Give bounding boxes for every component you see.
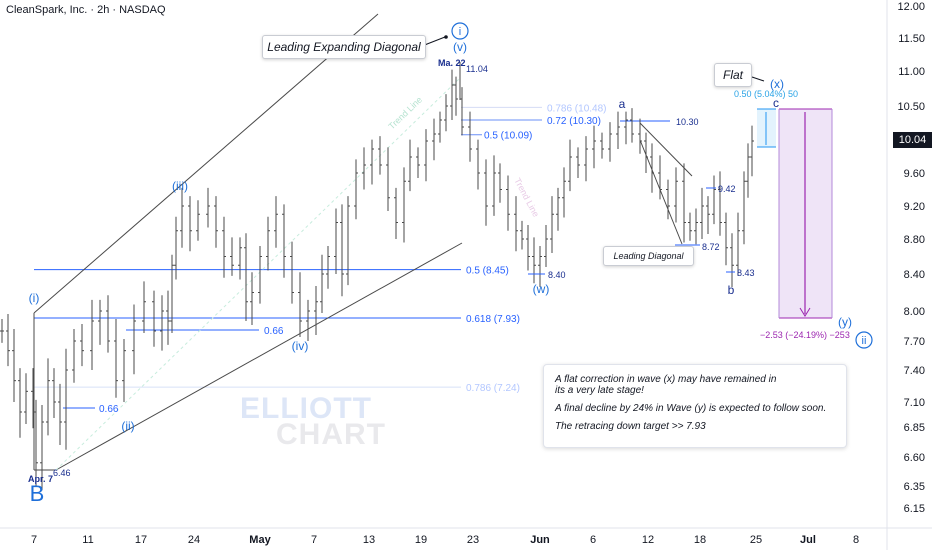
price-label-1030: 10.30 — [676, 117, 699, 127]
note-line-1: A flat correction in wave (x) may have r… — [555, 374, 777, 385]
price-tick-label: 8.40 — [904, 269, 925, 281]
price-tick-label: 9.60 — [904, 168, 925, 180]
price-label-843: 8.43 — [737, 268, 755, 278]
wave-ii-circled-label: ii — [862, 335, 867, 347]
date-label-ma22: Ma. 22 — [438, 58, 466, 68]
fib-label: 0.5 (10.09) — [484, 131, 532, 142]
date-label-apr7: Apr. 7 — [28, 474, 53, 484]
time-tick-label: 18 — [694, 534, 706, 546]
time-tick-label: May — [249, 534, 271, 546]
watermark-chart: CHART — [276, 418, 386, 451]
time-tick-label: 7 — [311, 534, 317, 546]
price-tick-label: 9.20 — [904, 201, 925, 213]
time-tick-label: Jul — [800, 534, 816, 546]
analysis-note[interactable]: A flat correction in wave (x) may have r… — [543, 364, 847, 448]
price-label-840: 8.40 — [548, 270, 566, 280]
time-tick-label: 7 — [31, 534, 37, 546]
price-tick-label: 8.00 — [904, 306, 925, 318]
measure-down-label: −2.53 (−24.19%) −253 — [760, 330, 850, 340]
callout-expanding-diagonal[interactable]: Leading Expanding Diagonal — [262, 35, 426, 59]
current-price-tag: 10.04 — [893, 132, 932, 148]
wave-a-label: a — [619, 97, 626, 111]
price-tick-label: 11.50 — [898, 33, 925, 45]
time-tick-label: 25 — [750, 534, 762, 546]
callout-flat[interactable]: Flat — [714, 63, 752, 87]
price-tick-label: 6.35 — [904, 481, 925, 493]
flat-pointer — [751, 76, 765, 82]
fib-label: 0.786 (10.48) — [547, 103, 607, 114]
wave-v-label: (v) — [453, 40, 467, 54]
channel-lower-line — [55, 242, 463, 471]
price-tick-label: 7.10 — [904, 397, 925, 409]
price-label-646: 6.46 — [53, 468, 71, 478]
fib-label: 0.618 (7.93) — [466, 314, 520, 325]
fib-label: 0.5 (8.45) — [466, 266, 509, 277]
price-label-872: 8.72 — [702, 242, 720, 252]
trend-line — [55, 77, 461, 471]
callout-flat-text: Flat — [722, 68, 743, 82]
measure-arrowhead — [799, 307, 811, 317]
leading-diagonal-upper — [639, 122, 693, 177]
wave-b-small-label: b — [728, 283, 735, 297]
note-line-4: The retracing down target >> 7.93 — [555, 421, 706, 432]
time-tick-label: 17 — [135, 534, 147, 546]
note-line-3: A final decline by 24% in Wave (y) is ex… — [555, 403, 827, 414]
price-tick-label: 6.85 — [904, 422, 925, 434]
wave-ii-circle — [855, 331, 873, 349]
price-tick-label: 12.00 — [897, 1, 925, 13]
callout-expanding-diagonal-text: Leading Expanding Diagonal — [267, 40, 421, 54]
time-tick-label: 6 — [590, 534, 596, 546]
note-line-2: its a very late stage! — [555, 385, 644, 396]
price-label-ii-066: 0.66 — [99, 404, 119, 415]
wave-ii-small-label: (ii) — [121, 419, 134, 433]
time-tick-label: Jun — [530, 534, 550, 546]
wave-x-label: (x) — [770, 77, 784, 91]
price-tick-label: 6.60 — [904, 452, 925, 464]
price-tick-label: 7.70 — [904, 336, 925, 348]
callout-leading-diagonal[interactable]: Leading Diagonal — [603, 246, 694, 266]
price-tick-label: 11.00 — [898, 66, 925, 78]
wave-iii-label: (iii) — [172, 179, 188, 193]
price-tick-label: 10.50 — [897, 101, 925, 113]
wave-i-small-label: (i) — [29, 291, 40, 305]
time-tick-label: 11 — [82, 534, 93, 546]
measure-up-label: 0.50 (5.04%) 50 — [734, 89, 798, 99]
candlesticks — [0, 69, 754, 491]
time-tick-label: 8 — [853, 534, 859, 546]
price-label-iv-066: 0.66 — [264, 326, 284, 337]
price-tick-label: 6.15 — [904, 503, 925, 515]
channel-upper-line — [33, 13, 379, 314]
time-tick-label: 23 — [467, 534, 479, 546]
wave-c-label: c — [773, 96, 779, 110]
wave-iv-label: (iv) — [292, 339, 309, 353]
time-tick-label: 19 — [415, 534, 427, 546]
fib-label: 0.786 (7.24) — [466, 383, 520, 394]
diagonal-pointer-dot — [444, 35, 448, 39]
fib-label: 0.72 (10.30) — [547, 116, 601, 127]
price-tick-label: 7.40 — [904, 365, 925, 377]
wave-i-circle — [451, 22, 469, 40]
trend-line-label-2: Trend Line — [512, 176, 541, 218]
time-tick-label: 13 — [363, 534, 375, 546]
chart-title: CleanSpark, Inc. · 2h · NASDAQ — [6, 4, 166, 16]
wave-b-label: B — [30, 481, 45, 506]
callout-leading-diagonal-text: Leading Diagonal — [613, 251, 684, 261]
price-label-1104: 11.04 — [466, 64, 488, 74]
wave-y-label: (y) — [838, 315, 852, 329]
watermark-elliott: ELLIOTT — [240, 392, 372, 425]
wave-i-circled-label: i — [459, 26, 461, 38]
time-tick-label: 24 — [188, 534, 200, 546]
time-tick-label: 12 — [642, 534, 654, 546]
price-tick-label: 8.80 — [904, 234, 925, 246]
price-label-942: 9.42 — [718, 184, 736, 194]
wave-w-label: (w) — [533, 282, 550, 296]
trend-line-label: Trend Line — [386, 95, 424, 132]
